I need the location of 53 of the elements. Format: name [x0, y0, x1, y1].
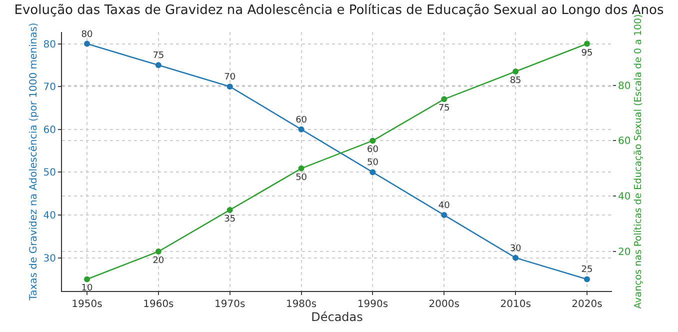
y2-tick-label: 60 [618, 136, 631, 148]
y-tick-label: 50 [43, 168, 56, 179]
x-tick-label: 1950s [72, 299, 102, 310]
data-label: 30 [510, 244, 522, 254]
data-label: 50 [296, 172, 308, 183]
y2-tick-label: 80 [618, 80, 631, 92]
data-label: 85 [510, 76, 522, 86]
data-label: 75 [438, 104, 450, 114]
x-axis-title: Décadas [311, 310, 363, 324]
point [512, 254, 519, 261]
point [226, 206, 233, 213]
point [441, 212, 448, 218]
point [155, 248, 162, 255]
y2-tick-label: 40 [618, 192, 631, 203]
y2-tick-label: 20 [618, 247, 631, 258]
point [370, 169, 376, 176]
point [226, 84, 233, 90]
point [155, 62, 162, 68]
data-label: 75 [152, 51, 164, 62]
data-label: 25 [581, 265, 593, 276]
x-tick-label: 2000s [428, 299, 460, 310]
x-tick-label: 2020s [572, 299, 602, 310]
point [441, 96, 448, 102]
y-tick-label: 80 [43, 39, 56, 50]
x-tick-label: 1980s [286, 299, 317, 310]
data-label: 10 [81, 284, 93, 294]
y-tick-label: 60 [43, 124, 56, 136]
x-tick-label: 1990s [357, 299, 388, 310]
data-label: 35 [224, 214, 236, 224]
point [84, 276, 90, 282]
x-tick-label: 2010s [500, 299, 531, 310]
data-label: 50 [366, 158, 379, 168]
data-label: 80 [81, 30, 93, 40]
y-tick-label: 70 [43, 82, 56, 94]
data-label: 20 [152, 256, 164, 266]
point [584, 276, 590, 282]
point [298, 165, 304, 172]
y-tick-label: 30 [43, 253, 56, 264]
data-label: 40 [438, 201, 450, 212]
point [370, 138, 376, 144]
point [512, 68, 519, 74]
x-tick-label: 1960s [143, 299, 174, 310]
x-tick-label: 1970s [214, 299, 246, 310]
data-label: 60 [366, 145, 379, 156]
point [584, 40, 590, 47]
data-label: 60 [296, 115, 308, 126]
y2-axis-title: Avanços nas Políticas de Educação Sexual (Escala de 0 a 100) [632, 14, 644, 309]
point [84, 40, 90, 47]
data-label: 95 [581, 48, 593, 58]
y-axis-title: Taxas de Gravidez na Adolescência (por 1000 meninas) [28, 22, 40, 302]
data-label: 70 [224, 72, 236, 83]
point [298, 126, 304, 132]
y-tick-label: 40 [43, 210, 56, 222]
